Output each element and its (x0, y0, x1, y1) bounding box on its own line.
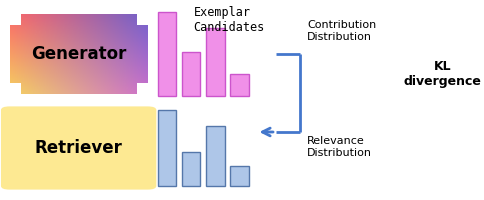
Bar (10, 14, 21, 25)
Text: Generator: Generator (31, 45, 126, 63)
Bar (10, 83, 21, 94)
FancyBboxPatch shape (1, 106, 156, 190)
Bar (206, 28, 225, 96)
Bar (158, 12, 176, 96)
Bar (158, 110, 176, 186)
Bar (230, 74, 249, 96)
Bar (206, 126, 225, 186)
Text: Contribution
Distribution: Contribution Distribution (307, 20, 377, 42)
Text: Exemplar
Candidates: Exemplar Candidates (194, 6, 265, 34)
Text: KL
divergence: KL divergence (404, 60, 482, 88)
Bar (230, 166, 249, 186)
Bar (182, 52, 200, 96)
Bar (182, 152, 200, 186)
Text: Relevance
Distribution: Relevance Distribution (307, 136, 372, 158)
Text: Retriever: Retriever (35, 139, 122, 157)
Bar (136, 14, 148, 25)
Bar (136, 83, 148, 94)
